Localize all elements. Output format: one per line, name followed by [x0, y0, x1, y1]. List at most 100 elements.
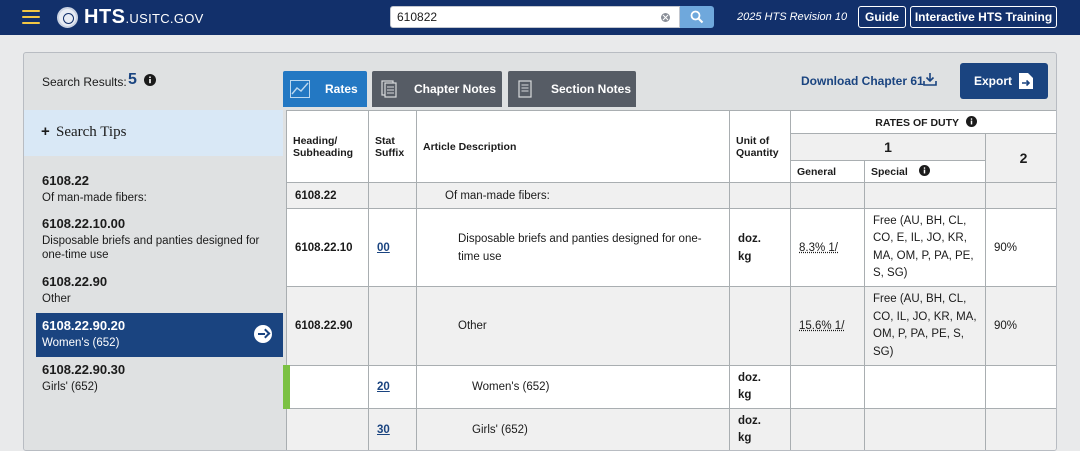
tab-section-notes[interactable]: Section Notes — [508, 71, 636, 107]
document-icon — [518, 80, 532, 98]
unit-line: doz. — [738, 414, 761, 427]
table-row: 20 Women's (652) doz. kg — [283, 365, 1056, 409]
search-results-count: 5 — [128, 71, 137, 88]
cell-unit: doz. kg — [729, 408, 791, 450]
info-icon[interactable] — [144, 74, 156, 86]
unit-line: kg — [738, 389, 752, 401]
result-code: 6108.22.10.00 — [42, 216, 126, 231]
result-description: Women's (652) — [42, 337, 120, 349]
header-column-1: 1 — [790, 133, 986, 161]
tab-chapter-notes[interactable]: Chapter Notes — [372, 71, 502, 107]
cell-col2 — [984, 408, 1056, 450]
header-special-label: Special — [871, 166, 908, 178]
guide-button[interactable]: Guide — [858, 6, 906, 28]
cell-general: 8.3% 1/ — [790, 208, 865, 287]
result-description: Other — [42, 293, 71, 305]
cell-special — [864, 408, 986, 450]
table-row: 6108.22 Of man-made fibers: — [286, 182, 1056, 209]
search-input[interactable] — [390, 6, 680, 28]
search-results-sidebar: + Search Tips 6108.22 Of man-made fibers… — [24, 110, 283, 450]
cell-unit — [729, 286, 791, 366]
result-item[interactable]: 6108.22.90.30 Girls' (652) — [36, 362, 283, 394]
top-navigation-bar: HTS.USITC.GOV 2025 HTS Revision 10 Guide… — [0, 0, 1080, 35]
search-button[interactable] — [680, 6, 714, 28]
cell-col2 — [984, 365, 1056, 409]
cell-description: Other — [416, 286, 730, 366]
line-chart-icon — [290, 80, 310, 98]
rates-table: Heading/ Subheading Stat Suffix Article … — [283, 110, 1056, 450]
download-chapter-link[interactable]: Download Chapter 61 — [801, 74, 924, 88]
cell-col2: 90% — [984, 208, 1056, 287]
info-icon[interactable] — [918, 165, 930, 176]
cell-suffix — [368, 286, 417, 366]
results-card: Search Results: 5 Rates Chapter Notes Se… — [23, 52, 1057, 451]
stat-suffix-link[interactable]: 00 — [377, 241, 390, 254]
header-column-2: 2 — [984, 133, 1056, 183]
search-tips-label: Search Tips — [56, 124, 127, 140]
stat-suffix-link[interactable]: 30 — [377, 423, 390, 436]
site-logo[interactable]: HTS.USITC.GOV — [84, 6, 204, 29]
arrow-right-circle-icon[interactable] — [254, 325, 272, 343]
result-code: 6108.22 — [42, 173, 89, 188]
search-icon — [690, 10, 704, 24]
cell-heading — [286, 408, 369, 450]
result-item[interactable]: 6108.22 Of man-made fibers: — [36, 173, 283, 205]
tab-chapter-notes-label: Chapter Notes — [414, 82, 497, 96]
cell-general: 15.6% 1/ — [790, 286, 865, 366]
cell-suffix — [368, 182, 417, 209]
interactive-training-button[interactable]: Interactive HTS Training — [910, 6, 1057, 28]
revision-label: 2025 HTS Revision 10 — [737, 11, 848, 23]
cell-special: Free (AU, BH, CL, CO, IL, JO, KR, MA, OM… — [864, 286, 986, 366]
header-article-description: Article Description — [416, 110, 730, 183]
table-row: 6108.22.90 Other 15.6% 1/ Free (AU, BH, … — [286, 286, 1056, 366]
cell-general — [790, 182, 865, 209]
cell-description: Disposable briefs and panties designed f… — [416, 208, 730, 287]
export-button-label: Export — [974, 74, 1013, 88]
result-item[interactable]: 6108.22.90 Other — [36, 274, 283, 306]
info-icon[interactable] — [965, 115, 977, 127]
header-rates-of-duty-label: RATES OF DUTY — [875, 116, 959, 129]
search-results-label: Search Results: — [42, 75, 127, 89]
table-row: 30 Girls' (652) doz. kg — [286, 408, 1056, 450]
cell-description: Women's (652) — [416, 365, 730, 409]
unit-line: doz. — [738, 372, 761, 384]
search-tips-toggle[interactable]: + Search Tips — [24, 110, 283, 156]
brand-suffix: .USITC.GOV — [125, 11, 204, 26]
header-rates-of-duty: RATES OF DUTY — [789, 110, 1056, 134]
result-description: Disposable briefs and panties designed f… — [42, 235, 260, 261]
cell-general — [790, 408, 865, 450]
header-special: Special — [864, 160, 986, 183]
cell-heading: 6108.22.90 — [286, 286, 369, 366]
tab-rates-label: Rates — [325, 82, 358, 96]
rates-table-container: Heading/ Subheading Stat Suffix Article … — [283, 110, 1056, 450]
cell-description: Girls' (652) — [416, 408, 730, 450]
download-icon[interactable] — [923, 72, 937, 86]
cell-heading: 6108.22.10 — [286, 208, 369, 287]
header-unit-of-quantity: Unit of Quantity — [729, 110, 791, 183]
cell-heading — [283, 365, 369, 409]
tab-rates[interactable]: Rates — [283, 71, 367, 107]
cell-special — [864, 182, 986, 209]
cell-description: Of man-made fibers: — [416, 182, 730, 209]
header-heading: Heading/ Subheading — [286, 110, 369, 183]
cell-col2 — [984, 182, 1056, 209]
cell-col2: 90% — [984, 286, 1056, 366]
clear-search-icon[interactable] — [661, 13, 670, 22]
result-item-selected[interactable]: 6108.22.90.20 Women's (652) — [36, 313, 283, 357]
result-code: 6108.22.90.20 — [42, 318, 126, 333]
cell-special — [864, 365, 986, 409]
notes-stack-icon — [381, 80, 397, 98]
export-button[interactable]: Export — [960, 63, 1048, 99]
unit-line: kg — [738, 431, 752, 444]
cell-unit: doz. kg — [729, 365, 791, 409]
table-row: 6108.22.10 00 Disposable briefs and pant… — [286, 208, 1056, 287]
result-code: 6108.22.90.30 — [42, 362, 126, 377]
brand-name: HTS — [84, 6, 126, 28]
result-item[interactable]: 6108.22.10.00 Disposable briefs and pant… — [36, 216, 283, 262]
hamburger-menu-icon[interactable] — [22, 10, 40, 24]
cell-general — [790, 365, 865, 409]
stat-suffix-link[interactable]: 20 — [377, 381, 390, 393]
result-description: Girls' (652) — [42, 381, 98, 393]
cell-unit — [729, 182, 791, 209]
header-general: General — [790, 160, 865, 183]
